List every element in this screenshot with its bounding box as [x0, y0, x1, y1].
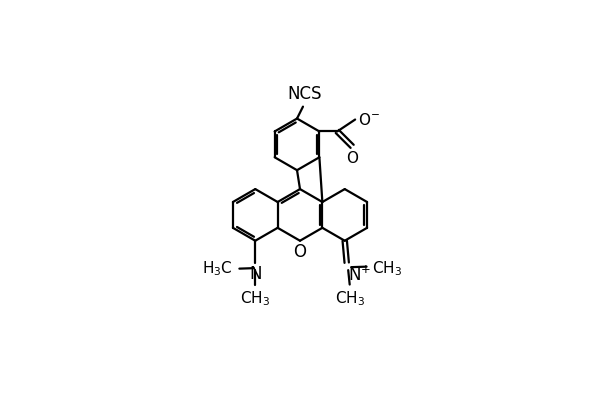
Text: CH$_3$: CH$_3$	[371, 258, 401, 277]
Text: NCS: NCS	[288, 85, 322, 102]
Text: CH$_3$: CH$_3$	[335, 288, 365, 307]
Text: CH$_3$: CH$_3$	[240, 288, 271, 307]
Text: N: N	[249, 264, 262, 282]
Text: N$^{+}$: N$^{+}$	[348, 264, 371, 284]
Text: O$^{-}$: O$^{-}$	[358, 111, 380, 127]
Text: O: O	[293, 242, 307, 260]
Text: O: O	[346, 151, 358, 166]
Text: H$_3$C: H$_3$C	[202, 259, 232, 278]
